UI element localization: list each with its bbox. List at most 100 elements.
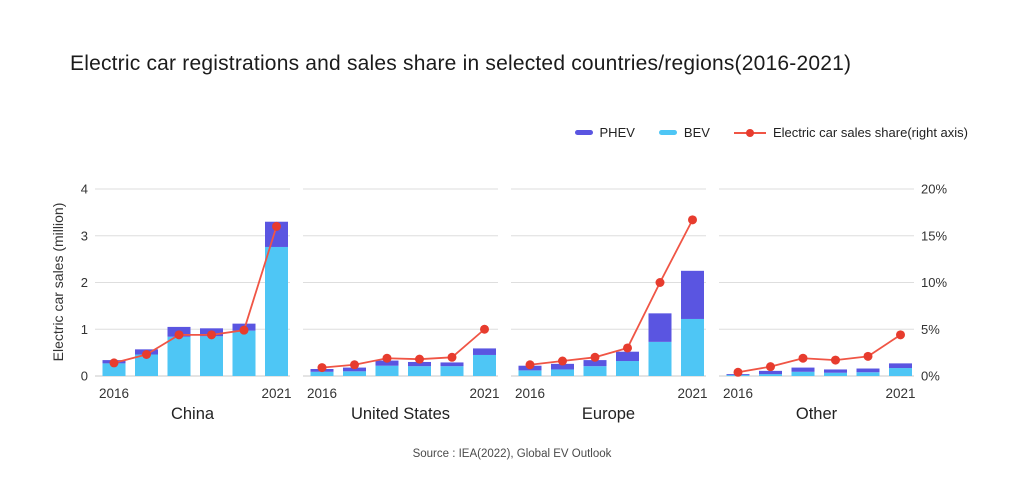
share-line [321,328,486,369]
bar-bev [408,366,431,376]
panel-name: Other [796,405,838,423]
share-dot [831,355,840,365]
bar-phev [375,360,399,366]
share-dot [525,360,535,370]
bar-phev [440,362,464,367]
bar-bev [583,366,607,376]
panel-name: Europe [582,405,635,423]
legend-item-bev: BEV [658,125,710,140]
bar-phev [616,351,639,362]
x-axis-tick: 2021 [469,386,499,401]
share-dot [272,221,281,231]
chart-legend: PHEV BEV Electric car sales share(right … [574,125,968,140]
phev-swatch-icon [574,130,593,135]
bar-phev [648,313,672,342]
left-axis-tick: 3 [81,228,88,243]
share-dot [733,367,743,377]
legend-item-share: Electric car sales share(right axis) [733,125,968,140]
left-axis-tick: 2 [81,275,88,290]
right-axis-tick: 5% [921,322,940,337]
bar-bev [616,361,639,376]
bar-phev [856,368,880,373]
bar-bev [518,370,542,376]
share-dot [896,330,905,340]
x-axis-tick: 2016 [99,386,129,401]
x-axis-tick: 2021 [677,386,707,401]
share-dot [688,215,697,225]
bar-phev [551,363,574,370]
panel-name: China [171,405,215,423]
x-axis-tick: 2021 [885,386,915,401]
bar-phev [824,369,847,373]
x-axis-tick: 2021 [261,386,291,401]
chart-title: Electric car registrations and sales sha… [70,52,852,75]
bar-bev [889,368,912,376]
bar-bev [791,371,815,376]
right-axis-tick: 20% [921,182,947,197]
share-line [529,219,694,366]
share-dot [655,278,665,287]
share-line-swatch-icon [733,128,766,137]
bar-bev [856,372,880,376]
bar-bev [232,330,256,376]
legend-label-share: Electric car sales share(right axis) [772,125,968,140]
bar-bev [167,336,191,376]
bar-bev [200,336,223,376]
left-axis-title: Electric car sales (million) [50,203,66,362]
legend-label-bev: BEV [683,125,710,140]
legend-label-phev: PHEV [599,125,635,140]
share-dot [623,343,632,353]
legend-item-phev: PHEV [574,125,635,140]
share-dot [239,325,249,335]
x-axis-tick: 2016 [307,386,337,401]
bar-bev [375,365,399,376]
bar-bev [648,341,672,376]
share-dot [480,324,489,334]
share-dot [415,354,424,364]
share-dot [350,360,359,370]
left-axis-tick: 4 [81,182,88,197]
bar-phev [473,348,496,355]
share-dot [382,353,392,363]
bar-bev [343,371,366,376]
right-axis-tick: 15% [921,228,947,243]
bar-bev [440,366,464,376]
x-axis-tick: 2016 [515,386,545,401]
share-dot [109,358,119,368]
bar-phev [265,221,288,247]
share-dot [863,351,873,361]
left-axis-tick: 0 [81,369,88,384]
share-dot [174,330,184,340]
share-dot [447,352,457,362]
share-dot [142,349,151,359]
bev-swatch-icon [658,130,677,135]
share-dot [558,356,567,366]
bar-bev [824,372,847,376]
share-line [737,334,901,374]
bar-phev [889,363,912,369]
share-dot [207,330,216,340]
bar-bev [310,371,334,376]
share-line [113,226,278,364]
x-axis-tick: 2016 [723,386,753,401]
bar-bev [473,354,496,376]
bar-phev [681,270,704,319]
bar-bev [551,369,574,376]
left-axis-tick: 1 [81,322,88,337]
source-note: Source : IEA(2022), Global EV Outlook [412,448,612,460]
right-axis-tick: 10% [921,275,947,290]
bar-phev [791,367,815,372]
bar-phev [343,367,366,372]
bar-bev [102,363,126,376]
bar-phev [759,370,782,375]
bar-bev [265,246,288,376]
share-dot [766,362,775,372]
share-dot [317,363,327,373]
bar-phev [583,360,607,367]
right-axis-tick: 0% [921,369,940,384]
bar-bev [759,374,782,376]
bar-bev [681,318,704,376]
share-dot [590,352,600,362]
